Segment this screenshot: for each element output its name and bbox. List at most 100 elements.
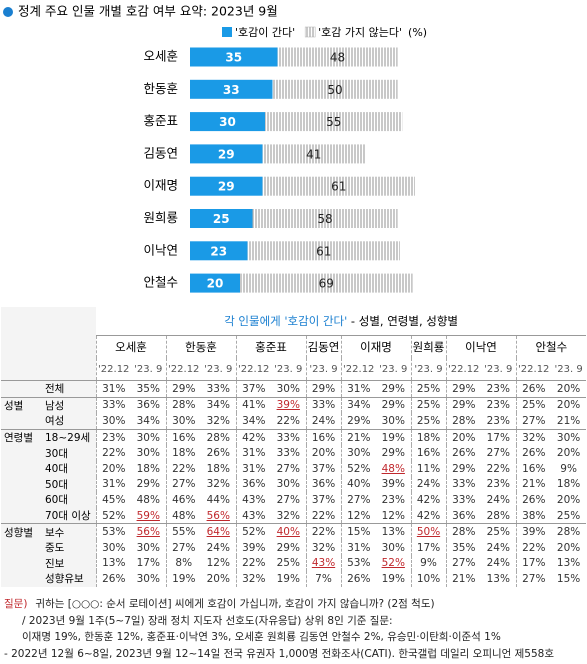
table-cell: 28% (201, 428, 236, 446)
table-row: 성향별 보수 53% 56% 55% 64% 52% 40% 22% 15% 13% 50% 28% 25… (1, 523, 587, 540)
row-label: 남성 (41, 396, 96, 414)
table-cell: 53% (340, 555, 376, 572)
table-cell: 9% (560, 462, 577, 475)
table-cell: 32% (276, 509, 300, 522)
table-cell: 25% (410, 380, 446, 398)
row-label: 전체 (41, 380, 96, 398)
table-cell: 18% (410, 428, 446, 446)
table-cell: 25% (481, 523, 516, 540)
row-label: 40대 (41, 460, 96, 477)
table-cell: 29% (445, 460, 481, 477)
table-cell: 39% (381, 478, 405, 491)
value-label: 30 (219, 115, 236, 129)
table-cell: 31% (95, 476, 131, 493)
table-cell: 55% (165, 523, 201, 540)
table-cell: 33% (276, 447, 300, 460)
bar (272, 79, 398, 99)
table-cell: 18% (165, 445, 201, 461)
value-label: 33 (223, 83, 240, 97)
group-label (1, 460, 41, 477)
group-label (1, 476, 41, 493)
bar (265, 112, 403, 132)
table-row: 40대 20% 18% 22% 18% 31% 27% 37% 52% 48% 11% 29% 22% 1… (1, 460, 586, 477)
table-cell: 56% (201, 508, 236, 524)
table-cell: 12% (340, 507, 376, 524)
table-row: 연령별 18~29세 23% 30% 16% 28% 42% 33% 16% 21% 19% 18% 2… (1, 428, 587, 446)
table-cell: 38% (515, 507, 551, 524)
table-cell: 9% (410, 555, 446, 572)
table-cell: 28% (551, 523, 587, 540)
table-cell: 13% (376, 523, 411, 540)
person-name: 오세훈 (95, 335, 166, 358)
table-cell: 34% (201, 396, 236, 414)
table-cell: 30% (165, 413, 201, 430)
bar (190, 273, 240, 293)
table-cell: 29% (340, 413, 376, 430)
note-line: - 2022년 12월 6~8일, 2023년 9월 12~14일 전국 유권자… (4, 647, 554, 660)
category-label: 원희룡 (143, 210, 178, 225)
table-cell: 32% (206, 478, 230, 491)
person-name: 홍준표 (235, 335, 306, 358)
table-cell: 37% (235, 380, 271, 398)
table-cell: 56% (131, 523, 166, 540)
table-cell: 18% (136, 462, 160, 475)
table-cell: 13% (95, 555, 131, 572)
period-label: '23. 9 (481, 358, 516, 381)
period-label: '22.12 (445, 358, 481, 381)
table-cell: 21% (556, 414, 581, 427)
table-cell: 25% (410, 413, 446, 430)
period-label: '22.12 (165, 358, 201, 381)
table-cell: 37% (305, 492, 341, 508)
table-cell: 21% (340, 428, 376, 446)
table-cell: 52% (376, 556, 411, 572)
table-cell: 28% (445, 413, 481, 430)
table-cell: 48% (376, 461, 411, 477)
table-cell: 31% (235, 445, 271, 461)
bar (262, 176, 415, 196)
period-label: '23. 9 (410, 358, 446, 381)
period-label: '23. 9 (305, 358, 341, 381)
table-cell: 43% (235, 507, 271, 524)
value-label: 48 (330, 51, 345, 65)
table-cell: 22% (486, 462, 510, 475)
table-cell: 29% (165, 380, 201, 398)
table-cell: 17% (136, 557, 160, 570)
table-cell: 29% (381, 382, 405, 395)
chart: 정계 주요 인물 개별 호감 여부 요약: 2023년 9월 '호감이 간다' '… (3, 4, 427, 293)
table-cell: 21% (515, 476, 551, 493)
table-cell: 24% (305, 413, 341, 430)
table-cell: 42% (410, 492, 446, 508)
cell-value: 56% (136, 526, 160, 539)
table-cell: 34% (340, 396, 376, 414)
table-subtitle: - 성별, 연령별, 성향별 (347, 314, 459, 328)
table-cell: 32% (206, 414, 230, 427)
table-cell: 27% (276, 493, 300, 506)
unit-label: (%) (408, 26, 427, 39)
table-cell: 41% (235, 396, 271, 414)
value-label: 25 (213, 212, 230, 226)
bar (190, 47, 278, 67)
row-label: 70대 이상 (41, 507, 96, 524)
table-cell: 29% (276, 541, 300, 554)
group-label (1, 555, 41, 572)
cell-value: 64% (206, 526, 230, 539)
table-cell: 16% (165, 428, 201, 446)
category-label: 안철수 (143, 275, 178, 290)
table-row: 성향유보 26% 30% 19% 20% 32% 19% 7% 26% 19% 10% 21% 13% 2… (1, 571, 586, 587)
table-cell: 25% (556, 509, 581, 522)
group-label (1, 571, 41, 587)
table-cell: 27% (165, 539, 201, 556)
table-cell: 29% (376, 396, 411, 414)
bar (190, 79, 273, 99)
table-cell: 16% (410, 445, 446, 461)
table-cell: 22% (235, 555, 271, 572)
table-cell: 52% (95, 507, 131, 524)
table-cell: 7% (305, 571, 341, 587)
table-cell: 33% (445, 492, 481, 508)
question-tag: 질문) (4, 598, 28, 610)
cell-value: 48% (381, 462, 405, 475)
bar (190, 144, 263, 164)
value-label: 61 (316, 244, 331, 258)
period-label: '22.12 (340, 358, 376, 381)
crosstab: 각 인물에게 '호감이 간다' - 성별, 연령별, 성향별 오세훈 한동훈 홍준표… (1, 307, 587, 587)
